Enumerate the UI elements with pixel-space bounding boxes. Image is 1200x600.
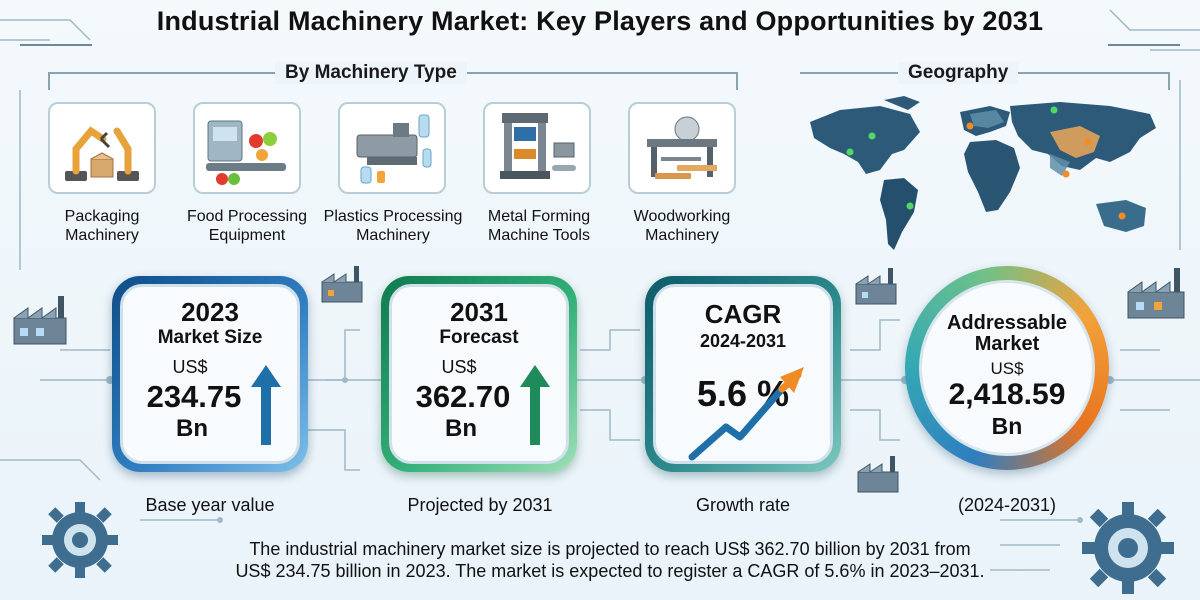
market-size-year: 2023 [181, 297, 239, 327]
addressable-market-label: Addressable Market [946, 312, 1068, 355]
market-size-caption: Base year value [145, 495, 275, 515]
forecast-year: 2031 [450, 297, 508, 327]
machinery-section-bracket-right [736, 72, 738, 90]
market-size-unit: Bn [176, 415, 208, 442]
packaging-machinery-label: Packaging Machinery [64, 208, 140, 244]
trend-arrow-icon [688, 367, 804, 461]
metal-forming-label: Metal Forming Machine Tools [487, 208, 591, 244]
market-size-label: Market Size [157, 327, 263, 348]
forecast-unit: Bn [445, 415, 477, 442]
forecast-value: 362.70 [415, 379, 511, 414]
injection-molding-icon [356, 114, 432, 184]
cagr-card: CAGR 2024-2031 5.6 % [645, 276, 841, 472]
forecast-card-inner: 2031 Forecast US$ 362.70 Bn [389, 284, 569, 464]
addressable-market-ring: Addressable Market US$ 2,418.59 Bn [905, 266, 1109, 470]
cagr-period: 2024-2031 [699, 331, 787, 351]
cagr-card-inner: CAGR 2024-2031 5.6 % [653, 284, 833, 464]
market-size-card-inner: 2023 Market Size US$ 234.75 Bn [120, 284, 300, 464]
market-size-value: 234.75 [146, 379, 242, 414]
factory-icon-bottom-right [857, 456, 899, 493]
up-arrow-icon [520, 365, 550, 445]
title-rule-right [1108, 44, 1180, 46]
forecast-caption: Projected by 2031 [407, 495, 553, 515]
machinery-section-heading: By Machinery Type [275, 62, 467, 84]
hydraulic-press-icon [500, 113, 576, 179]
up-arrow-icon [251, 365, 281, 445]
food-processing-icon [206, 120, 286, 185]
geography-section-heading: Geography [898, 62, 1019, 84]
world-map [800, 92, 1170, 262]
forecast-label: Forecast [439, 327, 519, 348]
packaging-machinery-card [48, 102, 156, 194]
plastics-processing-label: Plastics Processing Machinery [323, 208, 463, 244]
robotic-arm-icon [65, 126, 139, 181]
cagr-caption: Growth rate [695, 495, 791, 515]
world-map-icon [810, 96, 1156, 250]
forecast-currency: US$ [441, 357, 477, 377]
food-processing-label: Food Processing Equipment [186, 208, 308, 244]
woodworking-label: Woodworking Machinery [633, 208, 731, 244]
machinery-section-bracket-left [48, 72, 50, 90]
forecast-card: 2031 Forecast US$ 362.70 Bn [381, 276, 577, 472]
factory-icon-right [1127, 268, 1185, 319]
page-title: Industrial Machinery Market: Key Players… [156, 6, 1044, 36]
market-size-currency: US$ [172, 357, 208, 377]
factory-icon-left [13, 296, 67, 345]
plastics-processing-card [338, 102, 446, 194]
addressable-market-value: 2,418.59 [948, 378, 1066, 411]
factory-icon-top-right [855, 268, 897, 305]
market-size-card: 2023 Market Size US$ 234.75 Bn [112, 276, 308, 472]
addressable-market-unit: Bn [991, 413, 1023, 439]
summary-text: The industrial machinery market size is … [235, 539, 985, 581]
factory-icon-top-middle [321, 266, 363, 303]
metal-forming-card [483, 102, 591, 194]
woodworking-card [628, 102, 736, 194]
addressable-market-caption: (2024-2031) [957, 495, 1057, 515]
gear-icon-right [1082, 502, 1174, 594]
gear-icon-left [42, 502, 118, 578]
food-processing-card [193, 102, 301, 194]
geography-section-bracket [1168, 72, 1170, 90]
title-rule-left [20, 44, 92, 46]
addressable-market-currency: US$ [990, 359, 1024, 378]
cagr-label: CAGR [704, 299, 782, 329]
table-saw-icon [647, 116, 717, 179]
addressable-market-ring-inner: Addressable Market US$ 2,418.59 Bn [919, 280, 1095, 456]
